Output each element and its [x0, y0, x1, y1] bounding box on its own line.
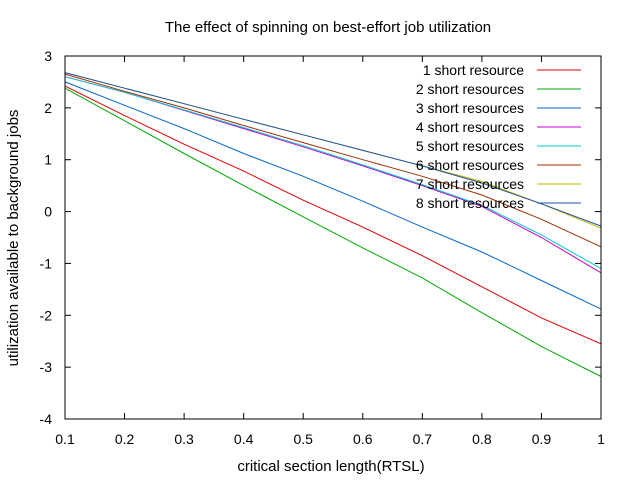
series-line-8 — [64, 72, 602, 227]
x-tick-label: 0.9 — [532, 431, 552, 447]
legend-label: 5 short resources — [416, 138, 524, 154]
y-tick-label: -3 — [40, 359, 53, 375]
y-tick-label: -2 — [40, 307, 53, 323]
y-tick-label: 3 — [44, 48, 52, 64]
x-tick-label: 0.8 — [472, 431, 492, 447]
y-tick-label: 0 — [44, 204, 52, 220]
plot-frame — [64, 55, 602, 420]
y-tick-label: 2 — [44, 100, 52, 116]
x-tick-label: 0.6 — [353, 431, 373, 447]
series-line-2 — [64, 87, 602, 377]
x-tick-label: 0.2 — [115, 431, 135, 447]
x-tick-label: 1 — [597, 431, 605, 447]
y-axis-title: utilization available to background jobs — [5, 110, 22, 367]
y-tick-label: -1 — [40, 255, 53, 271]
x-tick-label: 0.5 — [293, 431, 313, 447]
y-tick-label: -4 — [40, 411, 53, 427]
series-line-3 — [64, 81, 602, 310]
series-line-6 — [64, 73, 602, 248]
legend-label: 8 short resources — [416, 195, 524, 211]
chart-title: The effect of spinning on best-effort jo… — [165, 19, 491, 36]
axis-ticks: 0.1 0.2 0.3 0.4 0.5 0.6 0.7 0.8 0.9 1 -4 -3 -2 -1 0 1 2 3 — [40, 48, 606, 447]
series-line-1 — [64, 85, 602, 345]
x-axis-title: critical section length(RTSL) — [237, 458, 424, 475]
series-line-5 — [64, 76, 602, 270]
series-lines — [64, 72, 602, 377]
x-tick-label: 0.4 — [234, 431, 254, 447]
x-tick-label: 0.3 — [174, 431, 194, 447]
x-tick-label: 0.1 — [55, 431, 75, 447]
legend-label: 3 short resources — [416, 100, 524, 116]
legend-label: 2 short resources — [416, 81, 524, 97]
x-tick-label: 0.7 — [413, 431, 433, 447]
legend-label: 4 short resources — [416, 119, 524, 135]
y-tick-label: 1 — [44, 152, 52, 168]
legend: 1 short resource 2 short resources 3 short… — [416, 62, 581, 211]
legend-label: 7 short resources — [416, 176, 524, 192]
legend-label: 6 short resources — [416, 157, 524, 173]
legend-label: 1 short resource — [423, 62, 524, 78]
